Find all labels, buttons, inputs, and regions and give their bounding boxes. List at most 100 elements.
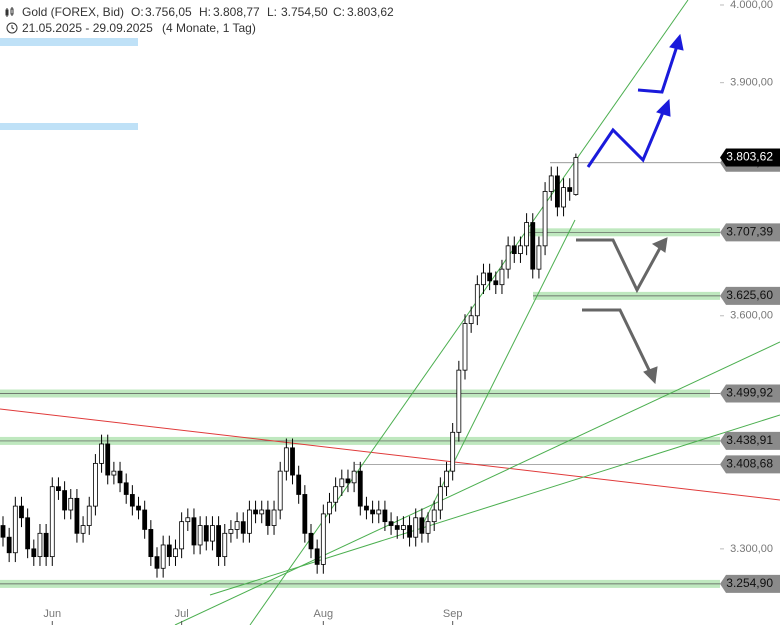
candle-body (419, 517, 425, 534)
candle-body (68, 497, 74, 511)
candle-body (333, 486, 339, 503)
y-tick-label: 3.900,00 (730, 77, 773, 89)
candle-body (166, 544, 172, 558)
date-range: 21.05.2025 - 29.09.2025 (22, 21, 153, 35)
last-price-tag-label: 3.803,62 (726, 150, 773, 164)
ohlc-name: C: (333, 5, 345, 19)
candle-body (74, 497, 80, 534)
x-tick-label: Jun (43, 608, 61, 620)
arrow (586, 109, 666, 168)
scenario-arrows (576, 33, 684, 385)
candle-body (536, 245, 542, 270)
candle-body (37, 532, 43, 558)
arrow-head (669, 33, 684, 51)
arrow (637, 45, 679, 94)
chart-title: Gold (FOREX, Bid) (22, 5, 124, 19)
x-tick-label: Aug (314, 608, 334, 620)
candle-body (308, 532, 314, 550)
level-tag-label: 3.254,90 (726, 576, 773, 590)
candle-body (351, 470, 357, 484)
candle-body (19, 505, 24, 519)
candle-body (56, 486, 61, 491)
period: (4 Monate, 1 Tag) (162, 21, 256, 35)
y-tick-label: 3.300,00 (730, 543, 773, 555)
candle-body (0, 525, 6, 538)
candle-body (240, 521, 246, 534)
arrow-head (651, 237, 668, 253)
arrow-head (643, 366, 658, 385)
candle-body (43, 532, 49, 558)
candle-body (437, 486, 443, 511)
candle-body (290, 447, 295, 476)
level-tag (720, 223, 780, 242)
candle-body (234, 521, 240, 530)
candle-body (388, 521, 394, 526)
candle-body (179, 521, 185, 550)
candle-body (6, 536, 12, 554)
trend-line (209, 414, 780, 596)
ohlc-value: 3.754,50 (281, 5, 328, 19)
candle-body (394, 525, 400, 530)
ohlc-name: L: (267, 5, 277, 19)
candle-body (111, 470, 117, 476)
header: Gold (FOREX, Bid) O: 3.756,05 H: 3.808,77 L:… (5, 5, 394, 35)
candle-body (524, 222, 529, 247)
candle-body (277, 470, 283, 511)
candle-body (259, 509, 265, 515)
candle-body (573, 157, 579, 195)
candle-body (530, 222, 536, 270)
candle-body (117, 470, 123, 484)
candle-body (265, 509, 271, 526)
last-price-tag (720, 148, 780, 167)
level-tag-label: 3.707,39 (726, 224, 773, 238)
trend-line (0, 408, 780, 501)
candle-body (123, 482, 129, 495)
candle-body (129, 494, 135, 507)
candle-body (320, 513, 326, 565)
highlight-bar (0, 123, 138, 130)
candle-body (339, 478, 345, 488)
candle-body (474, 284, 480, 317)
candle-body (222, 532, 228, 558)
level-tag-label: 3.499,92 (726, 386, 773, 400)
candle-body (314, 548, 320, 565)
ohlc-name: O: (131, 5, 144, 19)
candle-body (413, 517, 419, 538)
candle-body (548, 175, 554, 192)
ohlc-name: H: (199, 5, 211, 19)
candle-body (99, 443, 104, 464)
candle-body (191, 517, 197, 546)
candle-body (462, 323, 468, 371)
candle-body (407, 525, 412, 538)
candle-body (62, 490, 67, 511)
candle-body (542, 191, 548, 247)
candle-body (228, 529, 234, 534)
candle-body (518, 245, 523, 255)
level-tag (720, 431, 780, 450)
candle-body (567, 187, 573, 192)
level-tag (720, 384, 780, 403)
candle-body (444, 470, 449, 488)
candle-body (431, 509, 437, 523)
candle-body (203, 525, 209, 542)
candle-body (555, 175, 560, 208)
clock-icon (11, 25, 15, 30)
chart-icon (5, 7, 14, 17)
trend-line (419, 219, 576, 531)
candle-body (382, 509, 388, 523)
candle-body (93, 462, 98, 507)
candle-body (185, 517, 191, 523)
highlight-bar (0, 38, 138, 46)
candle-body (253, 509, 258, 515)
candle-body (345, 478, 351, 484)
arrow (576, 238, 662, 294)
ohlc-value: 3.756,05 (145, 5, 192, 19)
arrow (582, 308, 652, 373)
candle-body (12, 505, 18, 554)
candle-body (499, 268, 505, 286)
arrow-head (656, 98, 671, 117)
candle-body (142, 509, 148, 530)
x-tick-label: Jul (175, 608, 189, 620)
